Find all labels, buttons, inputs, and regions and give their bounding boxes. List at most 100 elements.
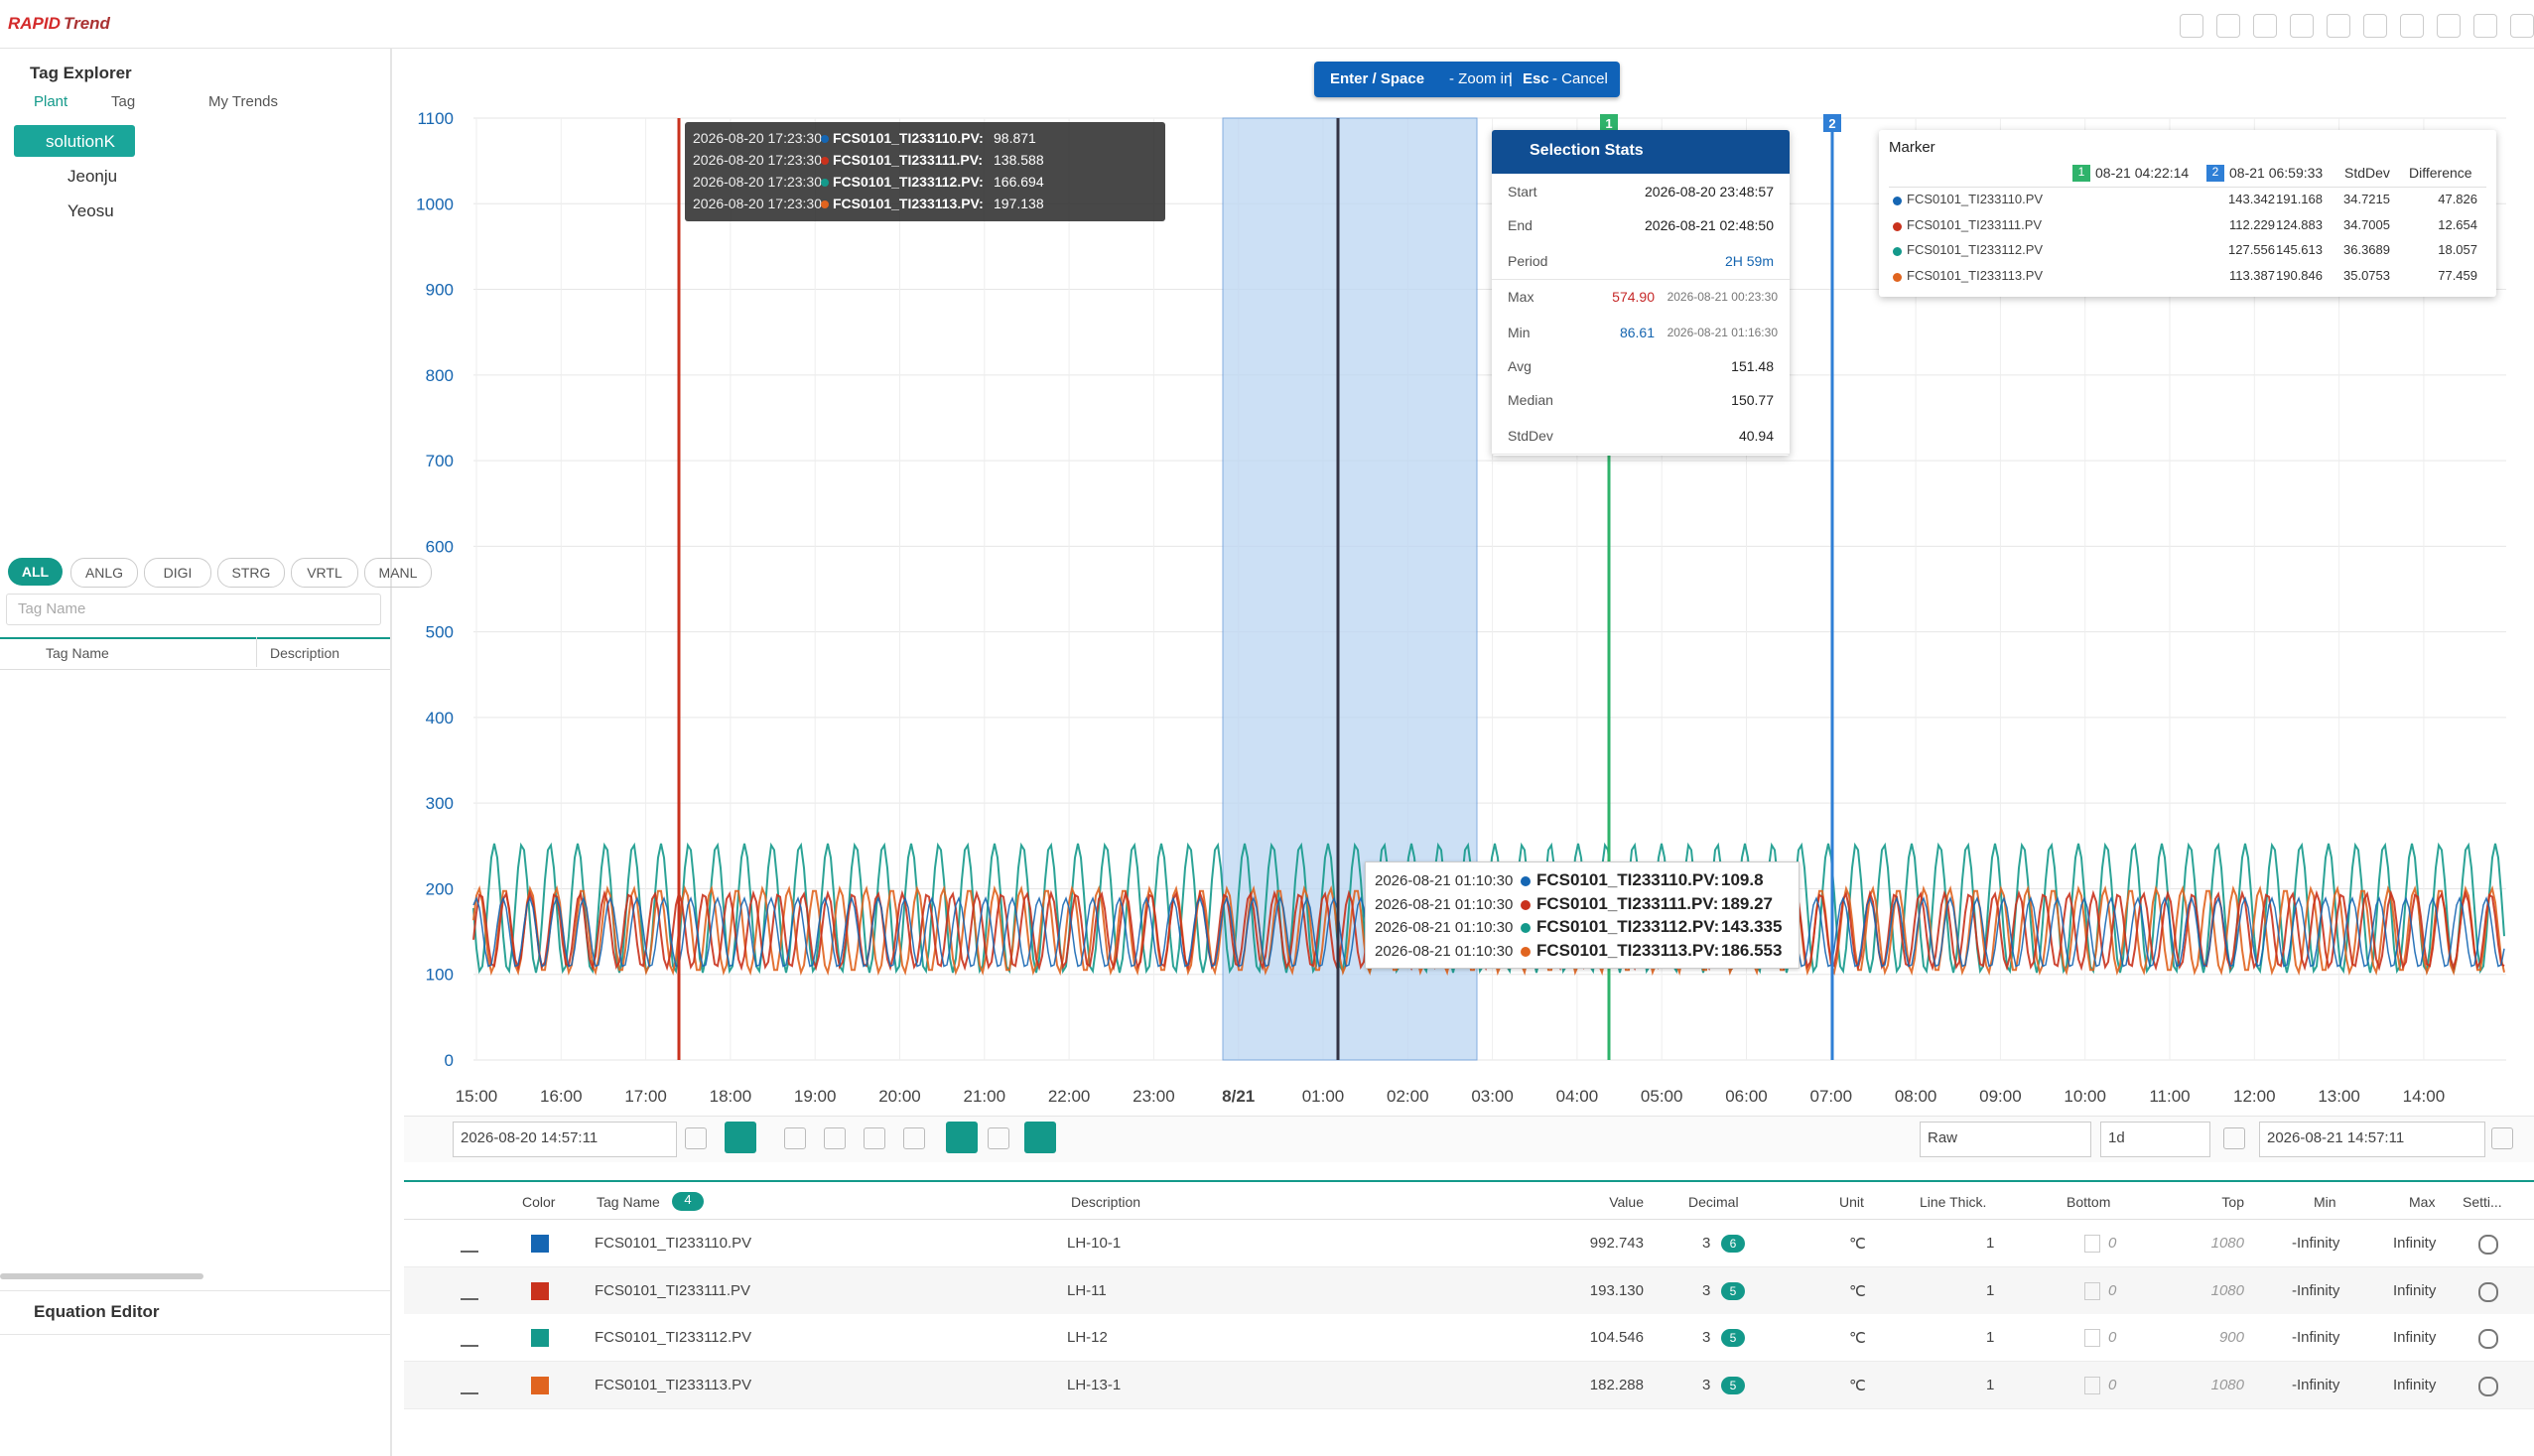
stats-value: 2H 59m: [1724, 253, 1774, 269]
toolbar-icon[interactable]: [685, 1127, 707, 1149]
stats-divider: [1492, 454, 1790, 455]
stats-label: End: [1508, 217, 1533, 233]
x-tick-label: 16:00: [540, 1087, 583, 1106]
filter-chip[interactable]: MANL: [364, 558, 432, 588]
decimal-badge: 5: [1721, 1281, 1745, 1300]
tooltip-dot: [821, 179, 829, 187]
selection-stats: Selection Stats Start 2026-08-20 23:48:57 E…: [1492, 130, 1790, 456]
y-tick-label: 1000: [416, 195, 454, 213]
toolbar-icon[interactable]: [2216, 14, 2240, 38]
decimal-badge: 5: [1721, 1329, 1745, 1347]
x-tick-label: 15:00: [456, 1087, 498, 1106]
tooltip-tag: FCS0101_TI233113.PV:: [1536, 940, 1720, 960]
toolbar-icon[interactable]: [903, 1127, 925, 1149]
tree-node[interactable]: Jeonju: [67, 167, 118, 186]
table-cell: FCS0101_TI233112.PV: [595, 1329, 752, 1346]
start-date[interactable]: [453, 1122, 677, 1157]
table-row[interactable]: [404, 1220, 2534, 1267]
stats-label: Avg: [1508, 358, 1532, 374]
toolbar-icon[interactable]: [2253, 14, 2277, 38]
settings-icon[interactable]: [2478, 1376, 2498, 1396]
tooltip-value: 98.871: [994, 130, 1036, 146]
search-box[interactable]: [6, 594, 381, 625]
section-title: Equation Editor: [34, 1302, 160, 1321]
filter-chip[interactable]: STRG: [217, 558, 285, 588]
x-tick-label: 14:00: [2403, 1087, 2446, 1106]
marker-dot: [1893, 247, 1902, 256]
tab[interactable]: Plant: [34, 93, 68, 110]
tooltip-dot: [1521, 946, 1531, 957]
mode-select[interactable]: [1920, 1122, 2091, 1157]
stats-divider: [1492, 279, 1790, 280]
toolbar-button[interactable]: [946, 1122, 978, 1153]
table-cell: -Infinity: [2292, 1235, 2340, 1252]
row-icon: [461, 1379, 478, 1394]
tooltip: 2026-08-20 17:23:30 FCS0101_TI233110.PV: 9…: [685, 122, 1165, 221]
start-date-text: 2026-08-20 14:57:11: [461, 1129, 599, 1146]
filter-chip[interactable]: ALL: [8, 558, 63, 586]
span-select[interactable]: [2100, 1122, 2210, 1157]
end-date[interactable]: [2259, 1122, 2485, 1157]
table-cell: -Infinity: [2292, 1329, 2340, 1346]
table-top: [404, 1180, 2534, 1182]
tree-node[interactable]: solutionK: [46, 132, 115, 151]
table-cell: 0: [2108, 1235, 2117, 1252]
settings-icon[interactable]: [2478, 1281, 2498, 1302]
toolbar-button[interactable]: [1024, 1122, 1056, 1153]
x-tick-label: 17:00: [624, 1087, 667, 1106]
x-tick-label: 02:00: [1387, 1087, 1429, 1106]
filter-chip[interactable]: VRTL: [291, 558, 358, 588]
filter-chip[interactable]: DIGI: [144, 558, 211, 588]
marker-cell: 18.057: [2438, 242, 2477, 257]
y-tick-label: 200: [426, 879, 454, 898]
stats-value: 150.77: [1731, 392, 1774, 408]
settings-icon[interactable]: [2478, 1329, 2498, 1349]
tab[interactable]: Tag: [111, 93, 136, 110]
x-tick-label: 04:00: [1556, 1087, 1599, 1106]
toolbar-icon[interactable]: [2437, 14, 2461, 38]
toolbar-icon[interactable]: [2473, 14, 2497, 38]
tooltip-dot: [821, 135, 829, 143]
toolbar-icon[interactable]: [2363, 14, 2387, 38]
filter-chip[interactable]: ANLG: [70, 558, 138, 588]
table-row[interactable]: [404, 1361, 2534, 1409]
hint-text: |: [1509, 70, 1513, 87]
table-cell: 1: [1986, 1235, 1995, 1252]
table-cell: LH-12: [1067, 1329, 1108, 1346]
table-cell: Infinity: [2393, 1329, 2437, 1346]
toolbar-icon[interactable]: [824, 1127, 846, 1149]
hint-text: - Cancel: [1552, 70, 1608, 87]
toolbar-icon[interactable]: [2180, 14, 2203, 38]
tab[interactable]: My Trends: [208, 93, 279, 110]
toolbar-icon[interactable]: [864, 1127, 885, 1149]
stats-value: 574.90: [1612, 289, 1655, 305]
marker-head: StdDev: [2344, 165, 2390, 181]
toolbar-icon[interactable]: [2223, 1127, 2245, 1149]
toolbar-icon[interactable]: [2290, 14, 2314, 38]
auto-box: [2084, 1376, 2100, 1394]
toolbar-icon[interactable]: [2327, 14, 2350, 38]
marker-title: Marker: [1889, 139, 1935, 156]
toolbar-button[interactable]: [725, 1122, 756, 1153]
x-tick-label: 08:00: [1895, 1087, 1937, 1106]
tree-node[interactable]: Yeosu: [67, 201, 114, 220]
left-panel: [0, 49, 392, 1456]
toolbar-icon[interactable]: [2510, 14, 2534, 38]
settings-icon[interactable]: [2478, 1235, 2498, 1255]
table-header: Decimal: [1688, 1194, 1739, 1210]
decimal-badge: 5: [1721, 1376, 1745, 1394]
toolbar-icon[interactable]: [2491, 1127, 2513, 1149]
marker-head: Difference: [2409, 165, 2472, 181]
toolbar-icon[interactable]: [988, 1127, 1009, 1149]
section-divider: [0, 1290, 390, 1291]
mode-select-text: Raw: [1928, 1129, 1958, 1146]
span-select-text: 1d: [2108, 1129, 2125, 1146]
close-btn[interactable]: [2472, 140, 2486, 154]
table-cell: ℃: [1849, 1330, 1866, 1347]
y-tick-label: 700: [426, 452, 454, 470]
toolbar-icon[interactable]: [784, 1127, 806, 1149]
x-tick-label: 11:00: [2149, 1087, 2190, 1106]
auto-box: [2084, 1235, 2100, 1253]
toolbar-icon[interactable]: [2400, 14, 2424, 38]
tooltip-btn[interactable]: [1088, 126, 1102, 140]
